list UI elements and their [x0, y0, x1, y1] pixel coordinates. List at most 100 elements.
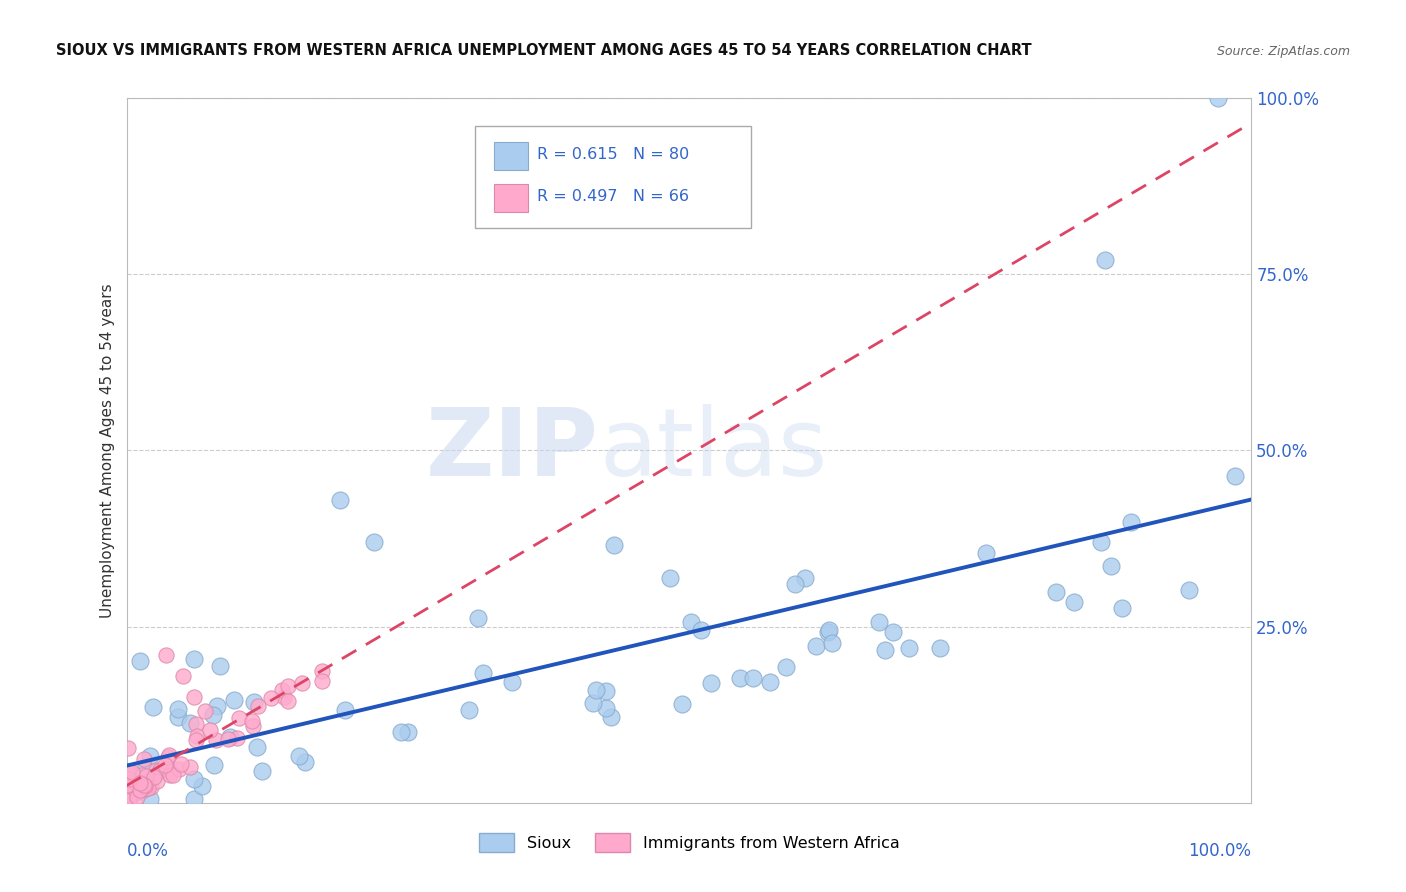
Point	[159, 768, 181, 782]
Point	[136, 776, 159, 790]
Point	[183, 772, 205, 786]
Point	[127, 784, 149, 798]
Point	[117, 794, 139, 808]
Point	[243, 695, 266, 709]
Point	[217, 732, 239, 747]
Point	[1223, 468, 1246, 483]
Point	[287, 749, 309, 764]
Point	[146, 765, 169, 780]
Point	[457, 703, 479, 717]
Point	[1063, 595, 1085, 609]
Text: 0.0%: 0.0%	[127, 841, 169, 860]
Point	[472, 666, 495, 681]
Point	[166, 702, 188, 716]
Point	[166, 710, 188, 724]
Point	[115, 780, 138, 795]
Point	[817, 625, 839, 640]
Point	[134, 779, 156, 793]
Point	[129, 775, 152, 789]
Point	[600, 710, 623, 724]
Point	[124, 778, 146, 792]
Point	[818, 623, 841, 637]
Point	[271, 683, 294, 698]
Point	[224, 692, 246, 706]
Point	[115, 778, 138, 792]
Point	[671, 698, 693, 712]
Point	[260, 691, 283, 706]
Point	[603, 538, 626, 552]
Point	[122, 775, 145, 789]
Point	[1206, 91, 1229, 105]
Point	[157, 747, 180, 762]
Point	[329, 492, 352, 507]
Point	[897, 641, 920, 656]
Text: R = 0.497   N = 66: R = 0.497 N = 66	[537, 189, 689, 204]
Point	[198, 723, 221, 738]
Point	[245, 739, 267, 754]
Point	[202, 708, 225, 723]
Point	[1111, 601, 1133, 615]
Point	[205, 733, 228, 747]
Point	[139, 792, 162, 806]
Point	[277, 694, 299, 708]
Point	[118, 793, 141, 807]
Point	[974, 545, 997, 559]
Point	[186, 717, 208, 731]
Point	[167, 762, 190, 776]
Point	[1099, 558, 1122, 573]
Point	[186, 730, 208, 744]
Point	[273, 690, 295, 705]
Point	[294, 756, 316, 770]
Point	[679, 615, 702, 629]
Point	[191, 780, 214, 794]
Point	[821, 636, 844, 650]
Point	[118, 764, 141, 779]
Point	[700, 676, 723, 690]
Point	[252, 764, 274, 779]
Point	[194, 704, 217, 718]
Point	[240, 714, 263, 728]
Point	[205, 699, 228, 714]
Point	[132, 778, 155, 792]
Point	[804, 640, 827, 654]
Point	[179, 760, 201, 774]
Point	[183, 652, 205, 666]
Point	[159, 765, 181, 780]
Legend: Sioux, Immigrants from Western Africa: Sioux, Immigrants from Western Africa	[472, 827, 905, 858]
Point	[121, 787, 143, 801]
Point	[132, 767, 155, 781]
Point	[184, 732, 207, 747]
Point	[219, 731, 242, 745]
Point	[118, 772, 141, 786]
Point	[1045, 584, 1067, 599]
Text: ZIP: ZIP	[426, 404, 599, 497]
Point	[131, 776, 153, 790]
Point	[117, 778, 139, 792]
Y-axis label: Unemployment Among Ages 45 to 54 years: Unemployment Among Ages 45 to 54 years	[100, 283, 115, 618]
Point	[131, 768, 153, 782]
Point	[169, 757, 191, 772]
Point	[155, 648, 177, 662]
Point	[145, 763, 167, 777]
Point	[1094, 253, 1116, 268]
Point	[162, 767, 184, 781]
Point	[728, 672, 751, 686]
Point	[117, 764, 139, 778]
Point	[228, 711, 250, 725]
Point	[585, 682, 607, 697]
Point	[595, 684, 617, 698]
Point	[501, 674, 523, 689]
Text: SIOUX VS IMMIGRANTS FROM WESTERN AFRICA UNEMPLOYMENT AMONG AGES 45 TO 54 YEARS C: SIOUX VS IMMIGRANTS FROM WESTERN AFRICA …	[56, 43, 1032, 58]
Point	[138, 781, 160, 796]
Point	[759, 675, 782, 690]
Point	[128, 782, 150, 797]
Point	[127, 777, 149, 791]
Point	[128, 783, 150, 797]
Point	[179, 716, 201, 731]
Point	[139, 780, 162, 794]
Text: 100.0%: 100.0%	[1188, 841, 1251, 860]
Point	[129, 784, 152, 798]
Text: R = 0.615   N = 80: R = 0.615 N = 80	[537, 147, 689, 162]
Point	[149, 763, 172, 777]
Point	[183, 690, 205, 705]
